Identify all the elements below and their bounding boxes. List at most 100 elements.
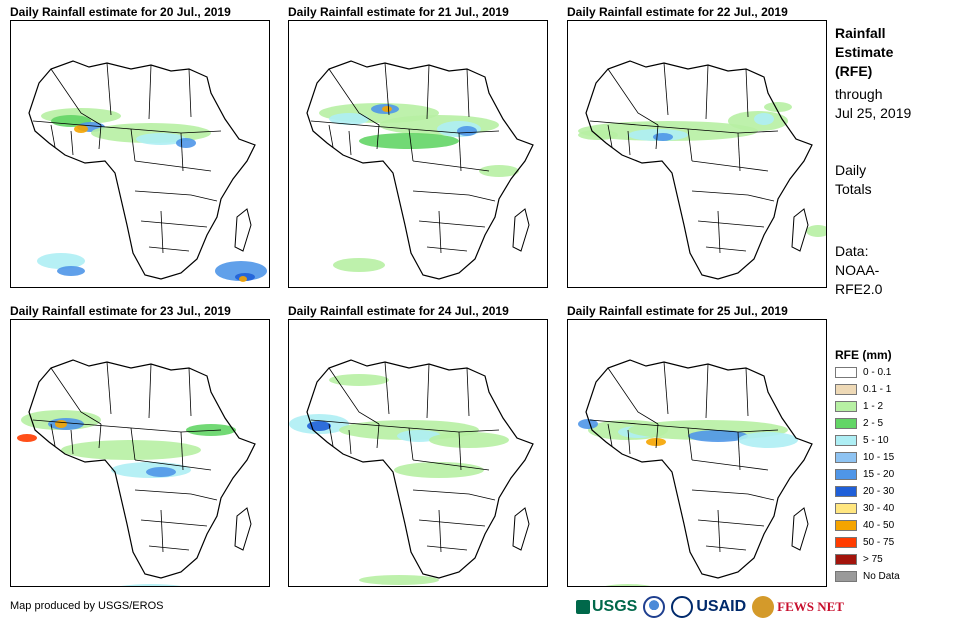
africa-coastline: [585, 60, 813, 280]
panel-title: Daily Rainfall estimate for 22 Jul., 201…: [567, 5, 788, 19]
legend-item: 0.1 - 1: [835, 381, 945, 398]
legend-swatch: [835, 520, 857, 531]
country-border: [50, 367, 102, 425]
panel-title: Daily Rainfall estimate for 25 Jul., 201…: [567, 304, 788, 318]
madagascar-outline: [234, 507, 252, 551]
rainfall-area: [37, 253, 85, 269]
country-border: [376, 423, 380, 449]
rainfall-area: [429, 432, 509, 448]
legend-item: 10 - 15: [835, 449, 945, 466]
africa-map-svg: [289, 359, 534, 585]
rainfall-area: [176, 138, 196, 148]
title-line-1: Rainfall: [835, 25, 886, 41]
country-border: [438, 509, 442, 553]
rainfall-area: [359, 133, 459, 149]
country-border: [70, 130, 74, 156]
country-border: [328, 68, 380, 126]
country-border: [418, 519, 486, 527]
country-border: [426, 246, 468, 252]
country-border: [408, 128, 414, 162]
country-border: [328, 423, 334, 447]
legend-swatch: [835, 418, 857, 429]
rainfall-area: [806, 225, 826, 237]
legend-item: 50 - 75: [835, 534, 945, 551]
country-border: [705, 363, 709, 419]
legend-label: No Data: [863, 570, 900, 582]
country-border: [663, 62, 669, 116]
country-border: [148, 363, 152, 419]
rainfall-area: [146, 467, 176, 477]
country-border: [180, 431, 184, 471]
africa-landmass: [586, 360, 812, 578]
madagascar-outline: [791, 208, 809, 252]
legend-label: 15 - 20: [863, 468, 895, 480]
country-border: [50, 124, 56, 148]
africa-coastline: [28, 359, 256, 579]
country-border: [134, 459, 212, 471]
country-border: [717, 509, 721, 553]
legend-swatch: [835, 486, 857, 497]
country-border: [466, 68, 470, 118]
legend-label: 1 - 2: [863, 400, 884, 412]
legend-label: 50 - 75: [863, 536, 895, 548]
country-border: [148, 246, 190, 252]
legend-label: 5 - 10: [863, 434, 889, 446]
country-border: [106, 62, 112, 116]
rainfall-area: [764, 102, 792, 112]
rainfall-area: [382, 106, 392, 112]
madagascar-outline: [234, 208, 252, 252]
madagascar-outline: [512, 507, 530, 551]
country-border: [408, 427, 414, 461]
legend-item: 0 - 0.1: [835, 364, 945, 381]
data-line-2: NOAA-: [835, 262, 880, 278]
legend-label: 10 - 15: [863, 451, 895, 463]
rainfall-area: [605, 584, 651, 586]
country-border: [188, 68, 192, 118]
country-border: [328, 124, 334, 148]
country-border: [737, 431, 741, 471]
country-border: [655, 423, 659, 449]
country-border: [691, 160, 769, 172]
africa-map-svg: [28, 60, 267, 282]
country-border: [384, 62, 390, 116]
fews-globe-icon: [752, 596, 775, 618]
country-border: [458, 431, 462, 471]
rainfall-area: [74, 125, 88, 133]
country-border: [140, 220, 208, 228]
country-border: [140, 519, 208, 527]
country-border: [426, 545, 468, 551]
rainfall-area: [646, 438, 666, 446]
data-line-3: RFE2.0: [835, 281, 883, 297]
country-border: [607, 423, 613, 447]
rainfall-area: [457, 126, 477, 136]
rainfall-area: [578, 130, 618, 140]
legend-swatch: [835, 503, 857, 514]
rainfall-area: [578, 419, 598, 429]
usaid-logo: USAID: [671, 596, 746, 618]
rainfall-area: [329, 113, 369, 125]
legend-label: 0.1 - 1: [863, 383, 892, 395]
rfe-legend: RFE (mm) 0 - 0.1 0.1 - 1 1 - 2 2 - 5 5 - 10 1…: [835, 347, 945, 585]
legend-swatch: [835, 469, 857, 480]
africa-coastline: [306, 60, 534, 280]
country-border: [687, 427, 693, 461]
country-border: [106, 361, 112, 415]
country-border: [134, 489, 218, 501]
rainfall-area: [754, 113, 774, 125]
through-label: through: [835, 86, 883, 102]
country-border: [328, 367, 380, 425]
legend-swatch: [835, 571, 857, 582]
panel-title: Daily Rainfall estimate for 23 Jul., 201…: [10, 304, 231, 318]
legend-item: No Data: [835, 568, 945, 585]
product-title: Rainfall Estimate (RFE): [835, 24, 960, 81]
usgs-wave-icon: [576, 600, 590, 614]
legend-label: 2 - 5: [863, 417, 884, 429]
country-border: [130, 128, 136, 162]
country-border: [705, 64, 709, 120]
country-border: [148, 64, 152, 120]
country-border: [130, 427, 136, 461]
country-border: [627, 429, 631, 455]
legend-label: > 75: [863, 553, 883, 565]
rainfall-map: [10, 319, 270, 587]
country-border: [412, 190, 496, 202]
